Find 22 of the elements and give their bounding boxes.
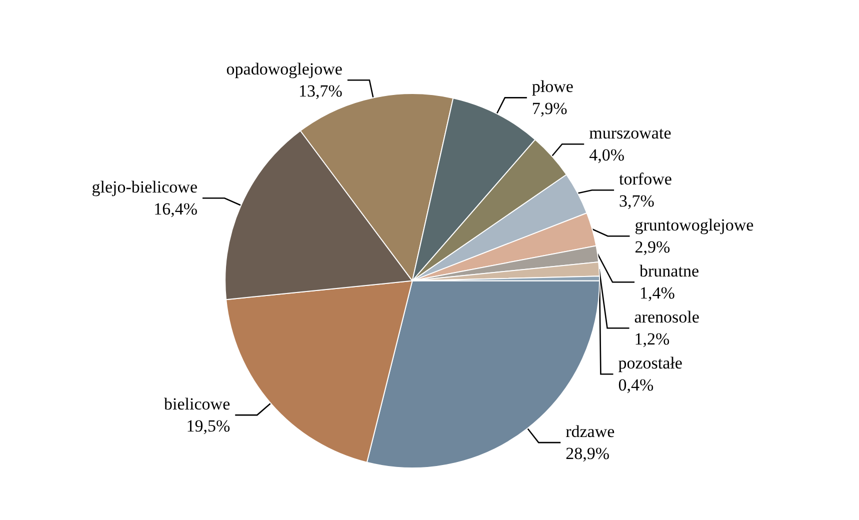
slice-label: opadowoglejowe: [226, 60, 342, 79]
data-label: 16,4%: [154, 200, 198, 219]
data-label: 2,9%: [634, 238, 670, 257]
slice-label: gruntowoglejowe: [634, 216, 754, 235]
data-label: 0,4%: [618, 376, 654, 395]
slice-label: brunatne: [640, 262, 699, 281]
data-label: 19,5%: [186, 416, 230, 436]
data-label: 7,9%: [532, 99, 568, 118]
slice-label: rdzawe: [566, 422, 615, 442]
data-label: 4,0%: [589, 146, 625, 165]
data-label: 28,9%: [566, 444, 610, 464]
data-label: 1,4%: [640, 284, 675, 303]
slice-label: płowe: [532, 77, 574, 96]
data-label: 1,2%: [634, 330, 670, 349]
slice-label: pozostałe: [618, 354, 682, 373]
data-label: 3,7%: [619, 192, 654, 211]
slice-label: murszowate: [589, 124, 672, 143]
slice-label: arenosole: [634, 308, 700, 327]
slice-label: torfowe: [619, 170, 672, 189]
slice-label: glejo-bielicowe: [92, 178, 198, 197]
data-label: 13,7%: [298, 82, 342, 101]
slice-label: bielicowe: [164, 394, 230, 414]
